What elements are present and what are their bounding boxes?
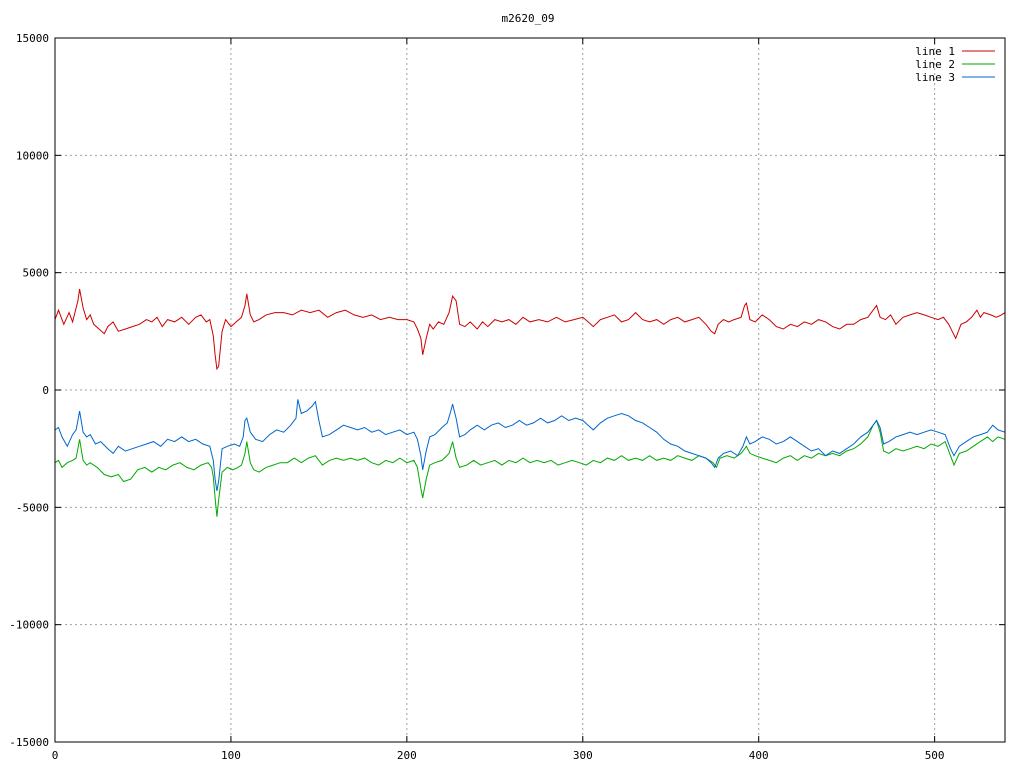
series-lines (54, 289, 1006, 517)
x-tick-label: 300 (573, 749, 593, 762)
y-tick-label: 10000 (16, 149, 49, 162)
legend-label: line 3 (915, 71, 955, 84)
y-tick-label: 15000 (16, 32, 49, 45)
legend-label: line 2 (915, 58, 955, 71)
y-tick-label: 5000 (23, 267, 50, 280)
x-tick-label: 0 (52, 749, 59, 762)
x-tick-label: 100 (221, 749, 241, 762)
series-line-2 (54, 419, 1006, 517)
y-tick-label: -15000 (9, 736, 49, 749)
x-tick-label: 200 (397, 749, 417, 762)
axes: -15000 -10000 -5000 0 5000 10000 15000 0 100 200 3… (9, 32, 1005, 762)
y-tick-label: -5000 (16, 501, 49, 514)
x-tick-label: 400 (749, 749, 769, 762)
series-line-1 (54, 289, 1006, 371)
y-tick-label: -10000 (9, 619, 49, 632)
series-line-3 (54, 399, 1006, 491)
y-tick-label: 0 (42, 384, 49, 397)
plot-frame (54, 37, 1006, 743)
x-tick-label: 500 (925, 749, 945, 762)
grid (55, 38, 1005, 742)
legend-label: line 1 (915, 45, 955, 58)
chart-title: m2620_09 (502, 12, 555, 25)
